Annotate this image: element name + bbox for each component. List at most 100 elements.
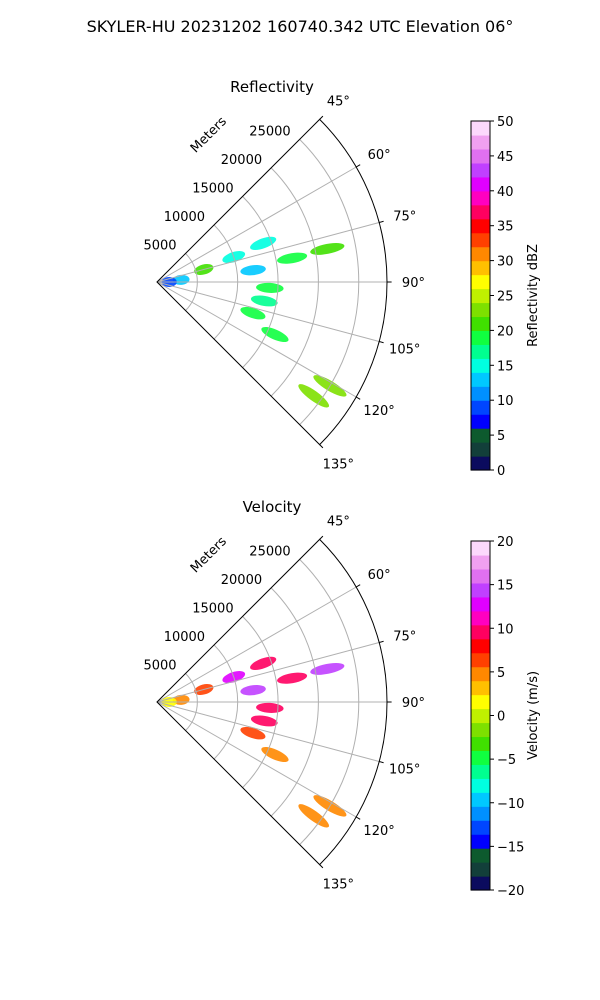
theta-tick-label: 75°: [393, 210, 416, 225]
echo-cell: [240, 306, 266, 320]
echo-cell: [310, 242, 345, 255]
theta-tick: [355, 816, 361, 820]
colorbar-segment: [471, 162, 490, 178]
colorbar-segment: [471, 792, 490, 807]
echo-cell: [298, 804, 330, 828]
colorbar-tick-label: 25: [497, 290, 514, 305]
theta-tick: [379, 761, 384, 764]
colorbar-segment: [471, 428, 490, 443]
colorbar-segment: [471, 288, 490, 304]
azimuth-gridline: [156, 701, 380, 763]
colorbar-segment: [471, 386, 490, 401]
echo-cell: [250, 236, 277, 251]
figure-suptitle: SKYLER-HU 20231202 160740.342 UTC Elevat…: [87, 17, 514, 36]
theta-tick-label: 135°: [323, 877, 354, 892]
colorbar-segment: [471, 568, 490, 584]
colorbar-segment: [471, 302, 490, 318]
colorbar-tick-label: 30: [497, 255, 514, 270]
colorbar-segment: [471, 652, 490, 668]
theta-tick-label: 105°: [389, 762, 420, 777]
azimuth-gridline: [156, 166, 357, 283]
colorbar-segment: [471, 806, 490, 821]
colorbar-segment: [471, 610, 490, 626]
radial-tick-label: 10000: [164, 210, 205, 225]
theta-tick: [379, 341, 384, 344]
colorbar-segment: [471, 722, 490, 738]
colorbar-segment: [471, 330, 490, 345]
colorbar-segment: [471, 541, 490, 556]
radial-tick-label: 5000: [143, 658, 176, 673]
colorbar-segment: [471, 218, 490, 234]
theta-tick-label: 60°: [368, 568, 391, 583]
theta-tick: [355, 584, 361, 588]
colorbar-tick-label: −5: [497, 753, 516, 768]
colorbar-segment: [471, 638, 490, 654]
colorbar-segment: [471, 414, 490, 429]
colorbar-tick-label: 50: [497, 115, 514, 130]
colorbar-segment: [471, 820, 490, 835]
colorbar-label: Reflectivity dBZ: [526, 244, 541, 347]
colorbar: −20 −15 −10 −5 0 5 10 15 20 Velocity (m/s): [470, 535, 541, 899]
theta-tick-label: 120°: [363, 824, 394, 839]
echo-cell: [250, 715, 278, 727]
colorbar-segment: [471, 834, 490, 849]
theta-tick-label: 135°: [323, 457, 354, 472]
theta-tick: [319, 115, 324, 120]
theta-tick: [319, 864, 324, 869]
colorbar-segment: [471, 260, 490, 276]
theta-tick-label: 45°: [327, 95, 350, 110]
colorbar-segment: [471, 862, 490, 877]
theta-tick-label: 90°: [402, 276, 425, 291]
echo-cell: [256, 702, 284, 713]
radial-tick-label: 20000: [221, 573, 262, 588]
sector-frame: [156, 538, 388, 866]
radial-tick-label: 10000: [164, 630, 205, 645]
echo-cell: [261, 746, 289, 763]
colorbar-segment: [471, 708, 490, 724]
echo-cell: [240, 726, 266, 740]
colorbar-segment: [471, 400, 490, 415]
colorbar-tick-label: 20: [497, 324, 514, 339]
colorbar-tick-label: 20: [497, 535, 514, 550]
theta-tick-label: 105°: [389, 342, 420, 357]
echo-cell: [250, 295, 278, 307]
colorbar-segment: [471, 582, 490, 598]
colorbar-segment: [471, 624, 490, 640]
colorbar-tick-label: −10: [497, 797, 524, 812]
colorbar-segment: [471, 442, 490, 457]
colorbar-segment: [471, 596, 490, 612]
colorbar-tick-label: 35: [497, 220, 514, 235]
colorbar-segment: [471, 358, 490, 373]
colorbar-segment: [471, 764, 490, 779]
theta-tick: [319, 535, 324, 540]
colorbar-tick-label: 5: [497, 429, 505, 444]
radial-axis-label: Meters: [188, 114, 230, 156]
colorbar-segment: [471, 190, 490, 206]
echo-cell: [277, 252, 308, 264]
colorbar-tick-label: 0: [497, 710, 505, 725]
echo-cell: [261, 326, 289, 343]
colorbar-segment: [471, 554, 490, 570]
echo-layer: [161, 236, 347, 408]
sector-frame: [156, 118, 388, 446]
echo-cell: [298, 384, 330, 408]
azimuth-gridline: [156, 701, 357, 818]
azimuth-gridline: [156, 221, 380, 283]
colorbar-segment: [471, 680, 490, 696]
radial-tick-label: 25000: [249, 544, 290, 559]
panel-title: Velocity: [243, 498, 302, 516]
colorbar-segment: [471, 246, 490, 262]
colorbar-segment: [471, 134, 490, 150]
theta-tick: [379, 220, 384, 223]
theta-tick: [355, 396, 361, 400]
colorbar-segment: [471, 204, 490, 220]
colorbar-segment: [471, 372, 490, 387]
colorbar-segment: [471, 121, 490, 136]
echo-cell: [256, 282, 284, 293]
echo-layer: [161, 656, 347, 828]
reflectivity-panel: Reflectivity45°60°75°90°105°120°135°5000…: [143, 78, 541, 479]
radial-tick-label: 20000: [221, 153, 262, 168]
colorbar-label: Velocity (m/s): [526, 671, 541, 760]
echo-cell: [250, 656, 277, 671]
colorbar-segment: [471, 778, 490, 793]
